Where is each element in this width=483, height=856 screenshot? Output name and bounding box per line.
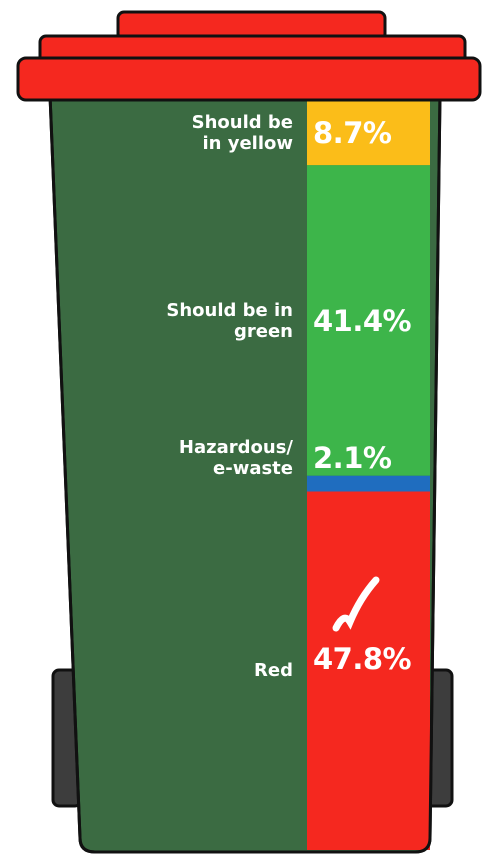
lid — [16, 56, 482, 102]
bar-segment — [307, 475, 430, 492]
value-label: 8.7% — [313, 115, 392, 150]
value-label: 47.8% — [313, 641, 412, 676]
segment-label: Red — [93, 660, 293, 681]
value-label: 2.1% — [313, 440, 392, 475]
segment-label: Should be in yellow — [93, 112, 293, 154]
label-line: Should be in — [166, 299, 293, 321]
bar-segment — [307, 165, 430, 476]
segment-label: Hazardous/e-waste — [93, 437, 293, 479]
bar-segment — [307, 100, 430, 166]
label-line: Should be — [191, 111, 293, 133]
value-label: 41.4% — [313, 303, 412, 338]
check-icon — [332, 576, 380, 632]
segment-label: Should be in green — [93, 300, 293, 342]
label-line: Red — [254, 660, 293, 682]
label-line: e-waste — [213, 457, 293, 479]
bar-segment — [307, 491, 430, 850]
label-line: in yellow — [202, 132, 293, 154]
bin-outline — [48, 93, 442, 854]
label-line: green — [234, 320, 293, 342]
label-line: Hazardous/ — [178, 436, 293, 458]
